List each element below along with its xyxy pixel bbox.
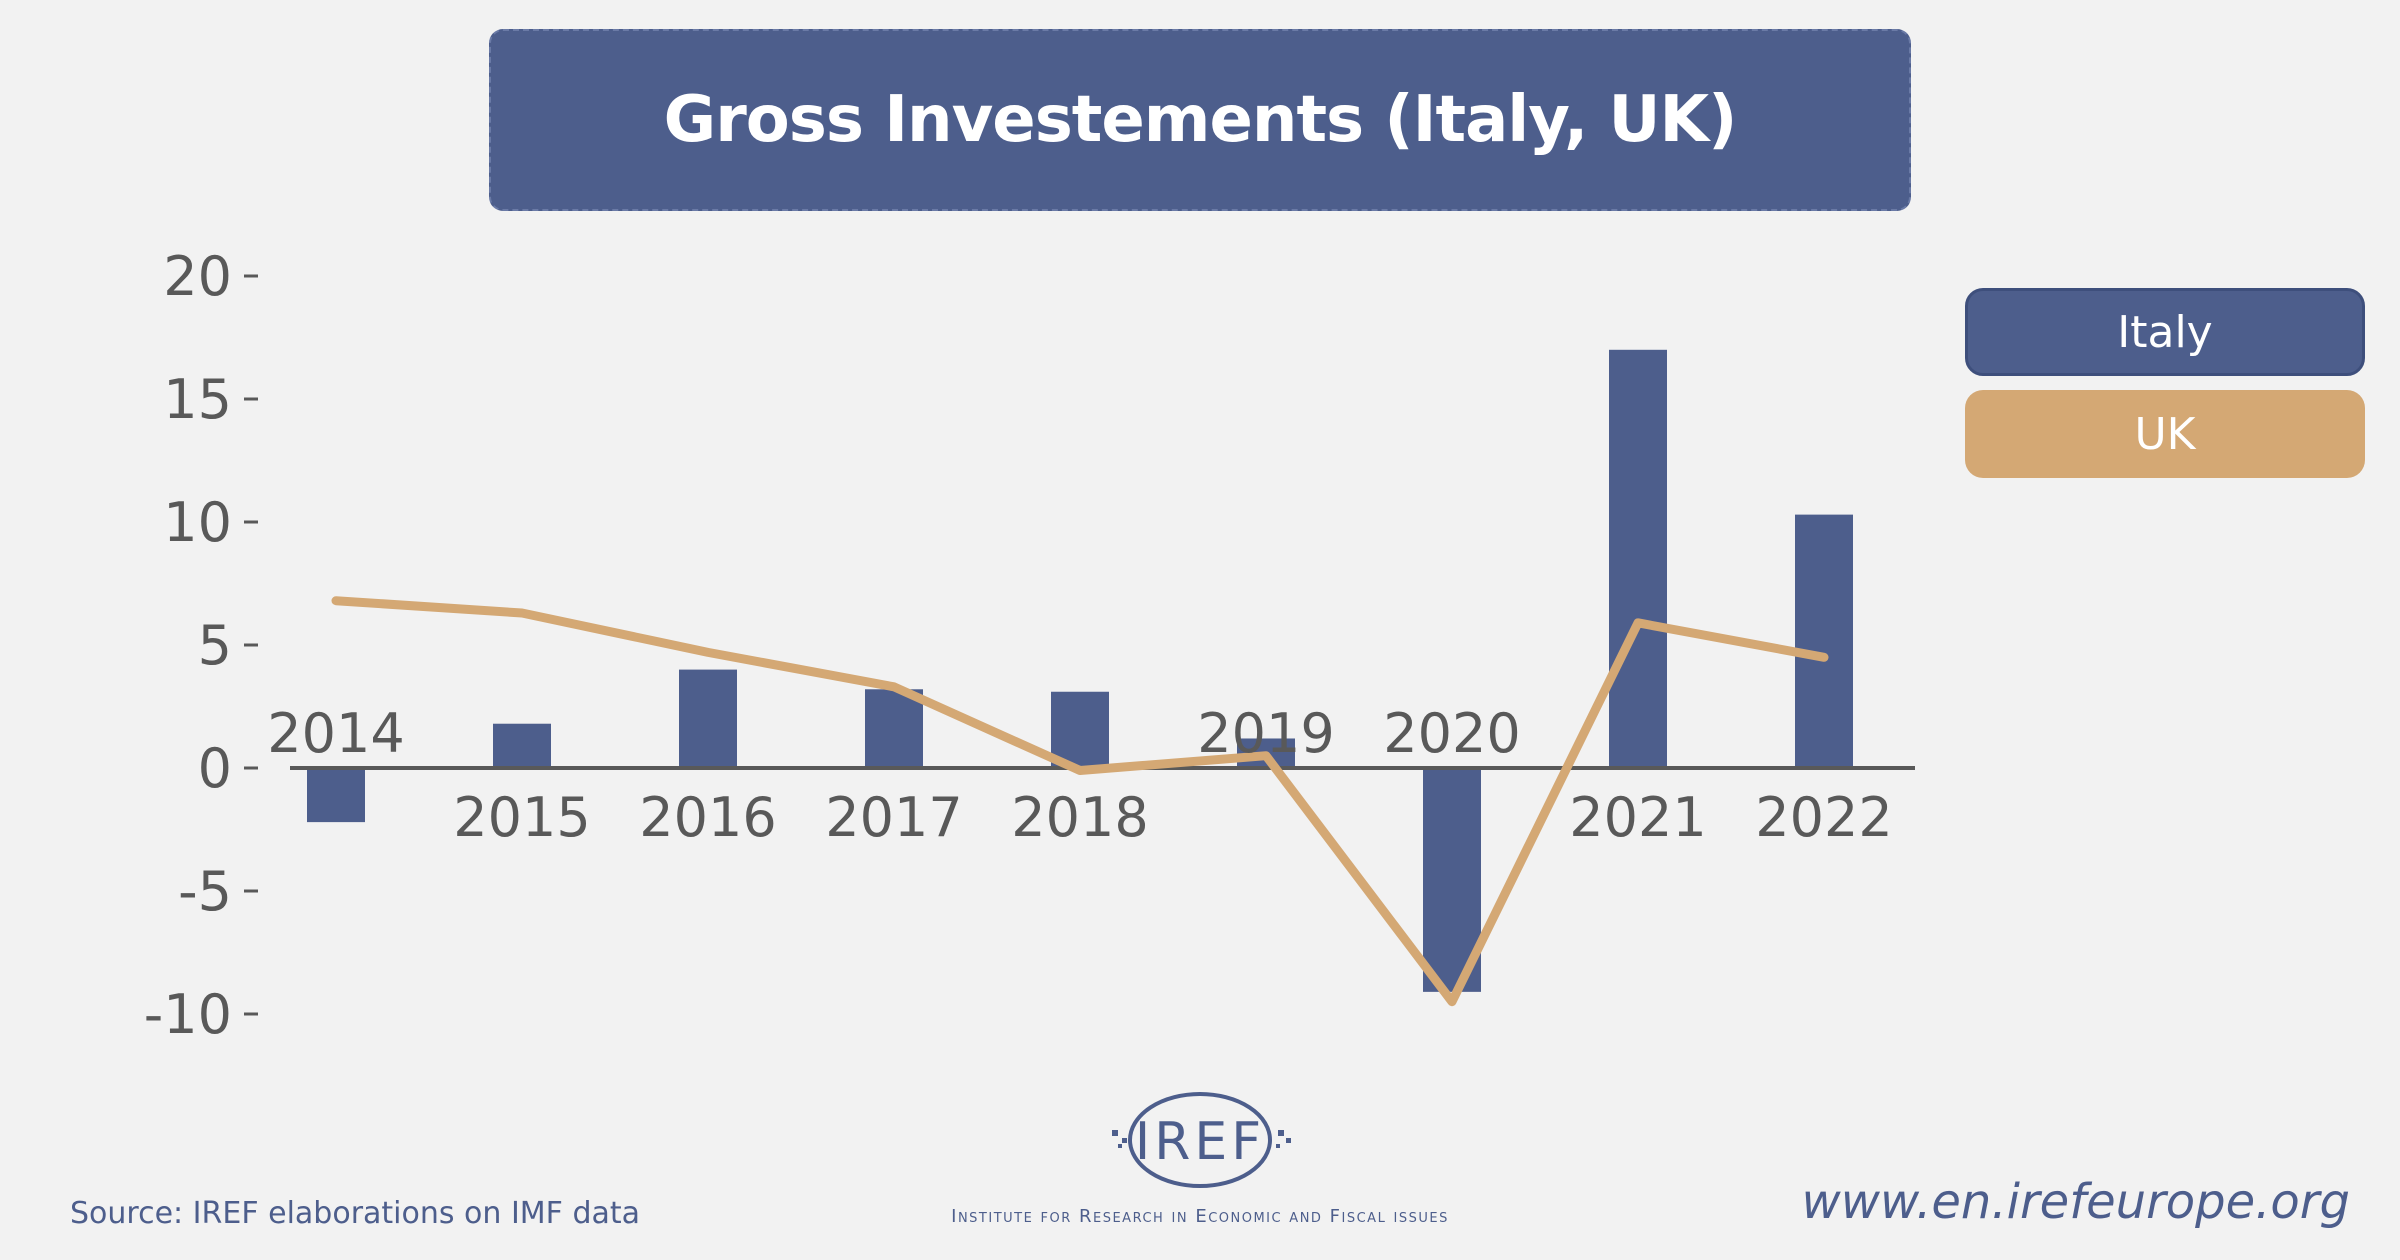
x-tick-label-2018: 2018: [1011, 786, 1148, 849]
logo-ring-icon: [1112, 1092, 1291, 1188]
y-tick-label: 5: [198, 614, 232, 677]
bar-italy-2021: [1609, 349, 1667, 768]
bar-italy-2015: [493, 723, 551, 768]
x-tick-label-2020: 2020: [1383, 702, 1520, 765]
legend-label-italy: Italy: [2117, 306, 2213, 358]
x-tick-label-2021: 2021: [1569, 786, 1706, 849]
point-uk-2018: [1076, 766, 1084, 775]
x-tick-label-2017: 2017: [825, 786, 962, 849]
bar-italy-2016: [679, 669, 737, 768]
point-uk-2017: [890, 682, 898, 691]
chart-title: Gross Investements (Italy, UK): [663, 83, 1738, 157]
legend-item-uk: UK: [1965, 390, 2365, 478]
source-note: Source: IREF elaborations on IMF data: [70, 1196, 641, 1231]
point-uk-2019: [1262, 751, 1270, 760]
y-tick-label: 15: [163, 368, 232, 431]
point-uk-2021: [1634, 618, 1642, 627]
x-tick-label-2022: 2022: [1755, 786, 1892, 849]
x-tick-label-2016: 2016: [639, 786, 776, 849]
legend-item-italy: Italy: [1965, 288, 2365, 376]
point-uk-2016: [704, 648, 712, 657]
y-tick-label: -5: [178, 860, 232, 923]
bar-italy-2018: [1051, 691, 1109, 768]
bar-italy-2014: [307, 768, 365, 823]
chart-title-box: Gross Investements (Italy, UK): [489, 29, 1911, 211]
y-tick-label: 10: [163, 491, 232, 554]
website-link[interactable]: www.en.irefeurope.org: [1801, 1174, 2350, 1230]
y-tick-label: 20: [163, 245, 232, 308]
point-uk-2020: [1448, 997, 1456, 1006]
legend-label-uk: UK: [2134, 408, 2196, 460]
x-tick-label-2015: 2015: [453, 786, 590, 849]
point-uk-2022: [1820, 653, 1828, 662]
bar-italy-2022: [1795, 514, 1853, 768]
x-tick-label-2019: 2019: [1197, 702, 1334, 765]
iref-logo: IREF: [1100, 1090, 1300, 1200]
point-uk-2014: [332, 596, 340, 605]
x-tick-label-2014: 2014: [267, 702, 404, 765]
y-tick-label: -10: [144, 983, 232, 1046]
bar-italy-2017: [865, 689, 923, 768]
institute-name: Institute for Research in Economic and F…: [951, 1206, 1449, 1227]
y-tick-label: 0: [198, 737, 232, 800]
point-uk-2015: [518, 609, 526, 618]
logo-text: IREF: [1134, 1112, 1266, 1172]
